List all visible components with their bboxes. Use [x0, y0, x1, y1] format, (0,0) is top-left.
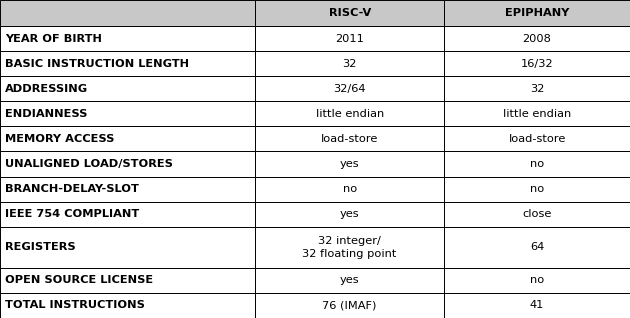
Bar: [444, 51, 630, 76]
Text: TOTAL INSTRUCTIONS: TOTAL INSTRUCTIONS: [5, 301, 145, 310]
Text: no: no: [530, 275, 544, 286]
Text: IEEE 754 COMPLIANT: IEEE 754 COMPLIANT: [5, 209, 139, 219]
Bar: [444, 268, 630, 293]
Text: BASIC INSTRUCTION LENGTH: BASIC INSTRUCTION LENGTH: [5, 59, 189, 69]
Text: no: no: [530, 184, 544, 194]
Text: yes: yes: [340, 275, 360, 286]
Text: ADDRESSING: ADDRESSING: [5, 84, 88, 94]
Bar: [0, 293, 255, 318]
Text: little endian: little endian: [503, 109, 571, 119]
Bar: [444, 0, 630, 26]
Text: UNALIGNED LOAD/STORES: UNALIGNED LOAD/STORES: [5, 159, 173, 169]
Text: load-store: load-store: [508, 134, 566, 144]
Bar: [0, 0, 255, 26]
Bar: [0, 101, 255, 127]
Text: 2011: 2011: [335, 34, 364, 44]
Bar: [255, 0, 444, 26]
Bar: [255, 293, 444, 318]
Bar: [444, 293, 630, 318]
Text: 41: 41: [530, 301, 544, 310]
Text: 16/32: 16/32: [521, 59, 553, 69]
Text: yes: yes: [340, 159, 360, 169]
Bar: [444, 176, 630, 202]
Bar: [0, 268, 255, 293]
Bar: [255, 227, 444, 268]
Bar: [255, 127, 444, 151]
Bar: [0, 202, 255, 227]
Bar: [255, 76, 444, 101]
Bar: [0, 227, 255, 268]
Text: REGISTERS: REGISTERS: [5, 242, 76, 252]
Bar: [444, 101, 630, 127]
Text: yes: yes: [340, 209, 360, 219]
Bar: [444, 227, 630, 268]
Bar: [444, 26, 630, 51]
Text: 32: 32: [343, 59, 357, 69]
Text: RISC-V: RISC-V: [328, 8, 371, 18]
Bar: [255, 26, 444, 51]
Text: ENDIANNESS: ENDIANNESS: [5, 109, 88, 119]
Text: close: close: [522, 209, 552, 219]
Text: 76 (IMAF): 76 (IMAF): [323, 301, 377, 310]
Bar: [255, 51, 444, 76]
Bar: [255, 176, 444, 202]
Bar: [0, 176, 255, 202]
Text: no: no: [343, 184, 357, 194]
Text: 32: 32: [530, 84, 544, 94]
Text: no: no: [530, 159, 544, 169]
Bar: [444, 127, 630, 151]
Bar: [255, 268, 444, 293]
Text: 32/64: 32/64: [333, 84, 366, 94]
Bar: [0, 151, 255, 176]
Text: MEMORY ACCESS: MEMORY ACCESS: [5, 134, 115, 144]
Text: 64: 64: [530, 242, 544, 252]
Bar: [0, 127, 255, 151]
Text: little endian: little endian: [316, 109, 384, 119]
Bar: [444, 151, 630, 176]
Text: load-store: load-store: [321, 134, 379, 144]
Bar: [444, 202, 630, 227]
Bar: [255, 151, 444, 176]
Bar: [0, 76, 255, 101]
Text: BRANCH-DELAY-SLOT: BRANCH-DELAY-SLOT: [5, 184, 139, 194]
Text: OPEN SOURCE LICENSE: OPEN SOURCE LICENSE: [5, 275, 153, 286]
Bar: [255, 202, 444, 227]
Text: YEAR OF BIRTH: YEAR OF BIRTH: [5, 34, 102, 44]
Text: 2008: 2008: [523, 34, 551, 44]
Bar: [0, 26, 255, 51]
Text: EPIPHANY: EPIPHANY: [505, 8, 570, 18]
Bar: [255, 101, 444, 127]
Bar: [0, 51, 255, 76]
Bar: [444, 76, 630, 101]
Text: 32 integer/
32 floating point: 32 integer/ 32 floating point: [302, 236, 397, 259]
